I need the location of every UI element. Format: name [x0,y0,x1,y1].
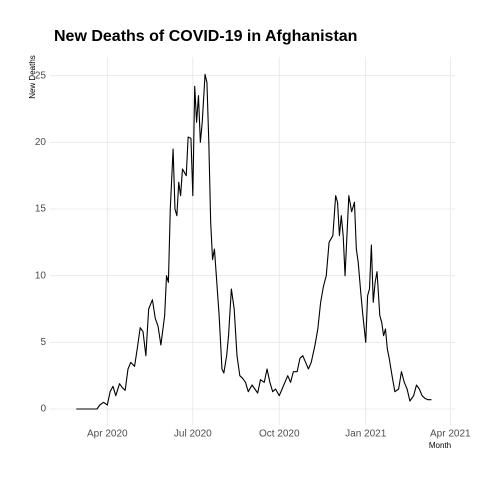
x-tick-label: Oct 2020 [259,429,300,440]
x-axis-label: Month [429,441,451,450]
y-tick-label: 20 [35,137,47,148]
x-tick-label: Jul 2020 [174,429,212,440]
y-tick-label: 10 [35,270,47,281]
y-tick-label: 25 [35,70,47,81]
y-tick-label: 5 [40,337,46,348]
chart-title: New Deaths of COVID-19 in Afghanistan [54,28,357,45]
y-tick-label: 15 [35,204,47,215]
y-axis-label: New Deaths [28,55,37,99]
data-line [76,73,432,410]
x-tick-label: Apr 2021 [430,429,471,440]
y-tick-label: 0 [40,404,46,415]
x-tick-label: Apr 2020 [87,429,128,440]
x-tick-label: Jan 2021 [345,429,387,440]
